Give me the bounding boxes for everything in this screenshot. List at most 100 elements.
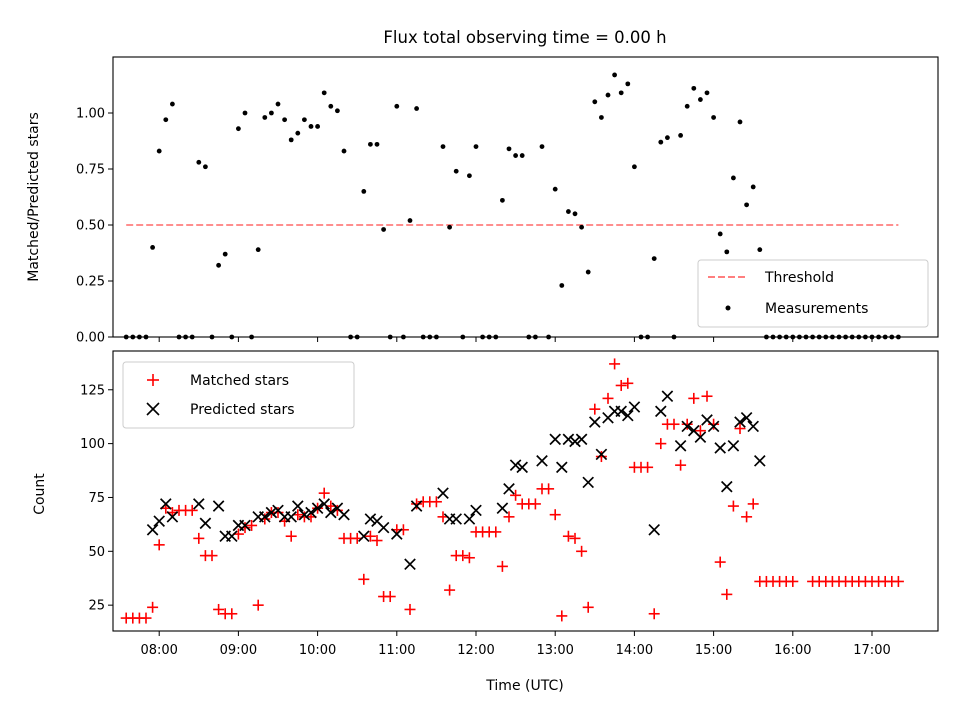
bottom-legend: Matched stars Predicted stars [122,361,355,429]
matched-star-point [734,423,746,435]
matched-star-point [562,530,574,542]
top-y-tick-label: 0.50 [76,219,105,234]
measurement-point [447,224,452,230]
matched-star-point [569,532,581,544]
matched-star-point [602,392,614,404]
measurement-point [724,249,730,255]
measurement-point [625,81,631,87]
matched-star-point [615,379,627,391]
top-y-ticks: 0.00 0.25 0.50 0.75 1.00 [76,107,113,346]
predicted-star-point [536,455,548,467]
measurement-point [757,247,763,253]
measurement-point [150,245,156,250]
predicted-star-point [707,420,720,433]
predicted-star-point [311,502,324,515]
matched-star-point [193,532,205,544]
predicted-star-point [562,433,575,446]
measurement-point [691,85,697,91]
measurement-point [585,269,591,275]
predicted-star-point [595,448,608,461]
predicted-star-point [357,530,370,543]
predicted-star-point [661,390,674,403]
measurement-point [658,139,664,145]
matched-star-point [655,438,667,450]
measurement-point [651,256,657,261]
x-tick-label: 10:00 [299,643,336,658]
matched-star-point [404,603,416,615]
top-y-axis-label: Matched/Predicted stars [26,112,42,282]
matched-star-point [252,599,264,611]
matched-star-point [582,601,594,613]
predicted-star-point [298,508,311,521]
measurement-point [216,262,222,268]
predicted-star-point [153,515,166,527]
measurement-point [605,92,611,98]
matched-star-point [529,498,541,510]
predicted-star-point [377,521,390,534]
measurement-point [295,130,301,136]
measurement-point [612,72,617,78]
x-tick-label: 09:00 [220,643,257,658]
matched-star-point [642,461,654,473]
predicted-star-point [555,461,568,474]
top-plot-marks [123,72,901,340]
matched-star-point [609,358,621,370]
measurement-point [170,101,175,107]
measurement-point [407,218,413,223]
legend-matched-label: Matched stars [190,373,289,389]
measurement-point [203,164,208,170]
measurement-point [236,126,241,132]
matched-star-point [721,588,733,600]
measurement-point [269,110,274,116]
bottom-legend-box [122,361,355,429]
x-tick-label: 11:00 [378,643,415,658]
predicted-star-point [747,420,760,433]
x-tick-label: 16:00 [774,643,811,658]
measurement-point [414,106,419,111]
matched-star-point [714,556,726,568]
matched-star-point [556,610,568,622]
measurement-point [368,141,373,147]
matched-star-point [285,530,297,542]
matched-star-point [213,603,225,615]
top-y-tick-label: 0.00 [76,331,105,346]
matched-star-point [892,575,904,587]
measurement-point [698,97,703,102]
predicted-star-point [654,405,667,418]
matched-star-point [701,390,713,402]
matched-star-point [668,418,680,430]
top-panel: 0.00 0.25 0.50 0.75 1.00 Matched/Predicted s… [26,56,939,346]
matched-star-point [595,451,607,463]
measurement-point [704,90,710,96]
bottom-y-tick-label: 50 [88,545,105,560]
predicted-star-point [727,439,740,452]
measurement-point [566,209,571,214]
matched-star-point [787,575,799,587]
x-axis-label: Time (UTC) [485,678,563,694]
top-x-ticks [158,337,873,342]
measurement-point [665,135,670,141]
matched-star-point [147,601,159,613]
measurement-point [288,137,294,143]
predicted-star-point [305,506,317,519]
measurement-point [242,110,248,116]
matched-star-point [384,591,396,603]
measurement-point [440,144,446,150]
matched-star-point [371,535,383,547]
measurement-point [513,153,518,158]
predicted-star-point [714,442,727,454]
measurement-point [632,164,637,170]
legend-predicted-swatch [146,402,160,416]
predicted-star-point [588,416,601,428]
predicted-star-point [674,439,687,452]
measurement-point [473,144,479,150]
top-axes-frame [112,56,939,338]
predicted-star-point [199,517,212,530]
legend-matched-swatch [147,374,159,386]
bottom-y-ticks: 25 50 75 100 125 [80,383,113,614]
matched-star-point [411,498,423,510]
bottom-x-ticks: 08:00 09:00 10:00 11:00 12:00 13:00 14:00 15:00… [140,631,891,658]
x-tick-label: 14:00 [616,643,653,658]
measurement-point [579,224,584,230]
matched-star-point [675,459,687,471]
